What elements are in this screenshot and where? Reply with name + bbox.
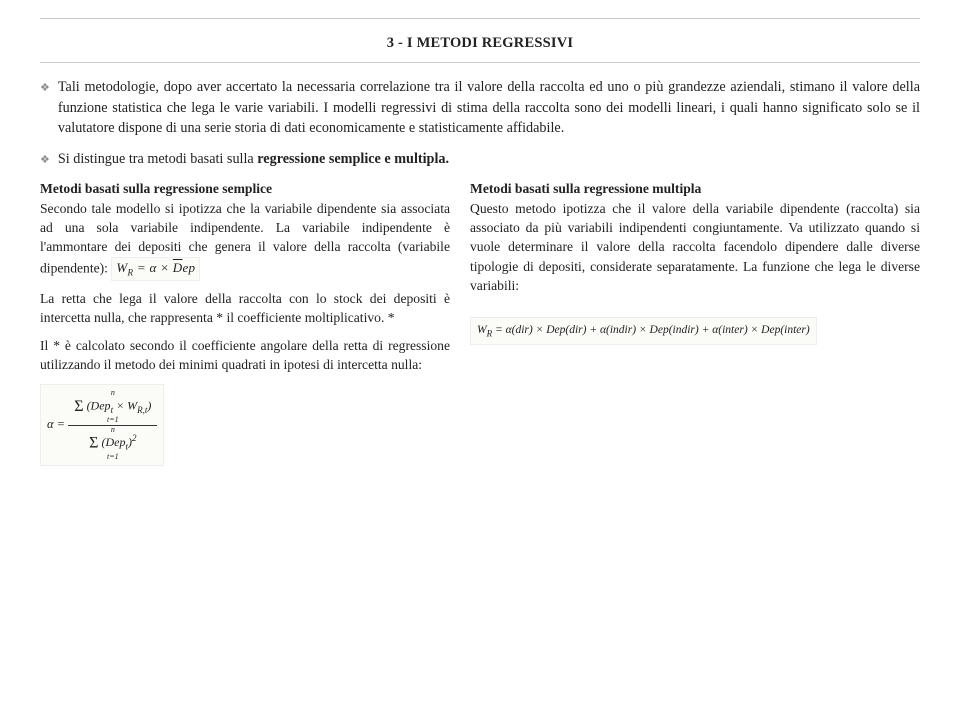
bullet-glyph: ❖ xyxy=(40,77,50,139)
bullet-1-text: Tali metodologie, dopo aver accertato la… xyxy=(58,77,920,139)
bullet-glyph: ❖ xyxy=(40,149,50,170)
alpha-denominator: n Σ (Dept)2 t=1 xyxy=(68,426,157,462)
bullet-2: ❖ Si distingue tra metodi basati sulla r… xyxy=(40,149,920,170)
alpha-formula: α = n Σ (Dept × WR,t) t=1 n Σ (Dept)2 t=… xyxy=(40,384,164,466)
left-formula-inline: WR = α × Dep xyxy=(111,257,200,281)
bullet-2-bold: regressione semplice e multipla. xyxy=(257,151,449,167)
left-p2: La retta che lega il valore della raccol… xyxy=(40,289,450,328)
alpha-eq: α = xyxy=(47,417,65,431)
left-p1: Secondo tale modello si ipotizza che la … xyxy=(40,199,450,281)
right-formula: WR = α(dir) × Dep(dir) + α(indir) × Dep(… xyxy=(470,317,817,345)
right-title: Metodi basati sulla regressione multipla xyxy=(470,181,701,196)
alpha-fraction: n Σ (Dept × WR,t) t=1 n Σ (Dept)2 t=1 xyxy=(68,389,157,461)
two-column-region: Metodi basati sulla regressione semplice… xyxy=(40,179,920,472)
alpha-numerator: n Σ (Dept × WR,t) t=1 xyxy=(68,389,157,425)
bullet-2-text: Si distingue tra metodi basati sulla reg… xyxy=(58,149,449,170)
left-p1-text: Secondo tale modello si ipotizza che la … xyxy=(40,201,450,275)
num-limit-top: n xyxy=(74,389,151,398)
left-title: Metodi basati sulla regressione semplice xyxy=(40,181,272,196)
heading-rule xyxy=(40,62,920,63)
den-limit-bot: t=1 xyxy=(74,453,151,462)
num-limit-bot: t=1 xyxy=(74,416,151,425)
den-limit-top: n xyxy=(74,426,151,435)
column-right: Metodi basati sulla regressione multipla… xyxy=(470,179,920,472)
right-p1: Questo metodo ipotizza che il valore del… xyxy=(470,199,920,295)
column-left: Metodi basati sulla regressione semplice… xyxy=(40,179,450,472)
top-rule xyxy=(40,18,920,19)
bullet-2-pre: Si distingue tra metodi basati sulla xyxy=(58,151,257,167)
page-heading: 3 - I METODI REGRESSIVI xyxy=(40,35,920,52)
bullet-1: ❖ Tali metodologie, dopo aver accertato … xyxy=(40,77,920,139)
left-p3: Il * è calcolato secondo il coefficiente… xyxy=(40,336,450,375)
